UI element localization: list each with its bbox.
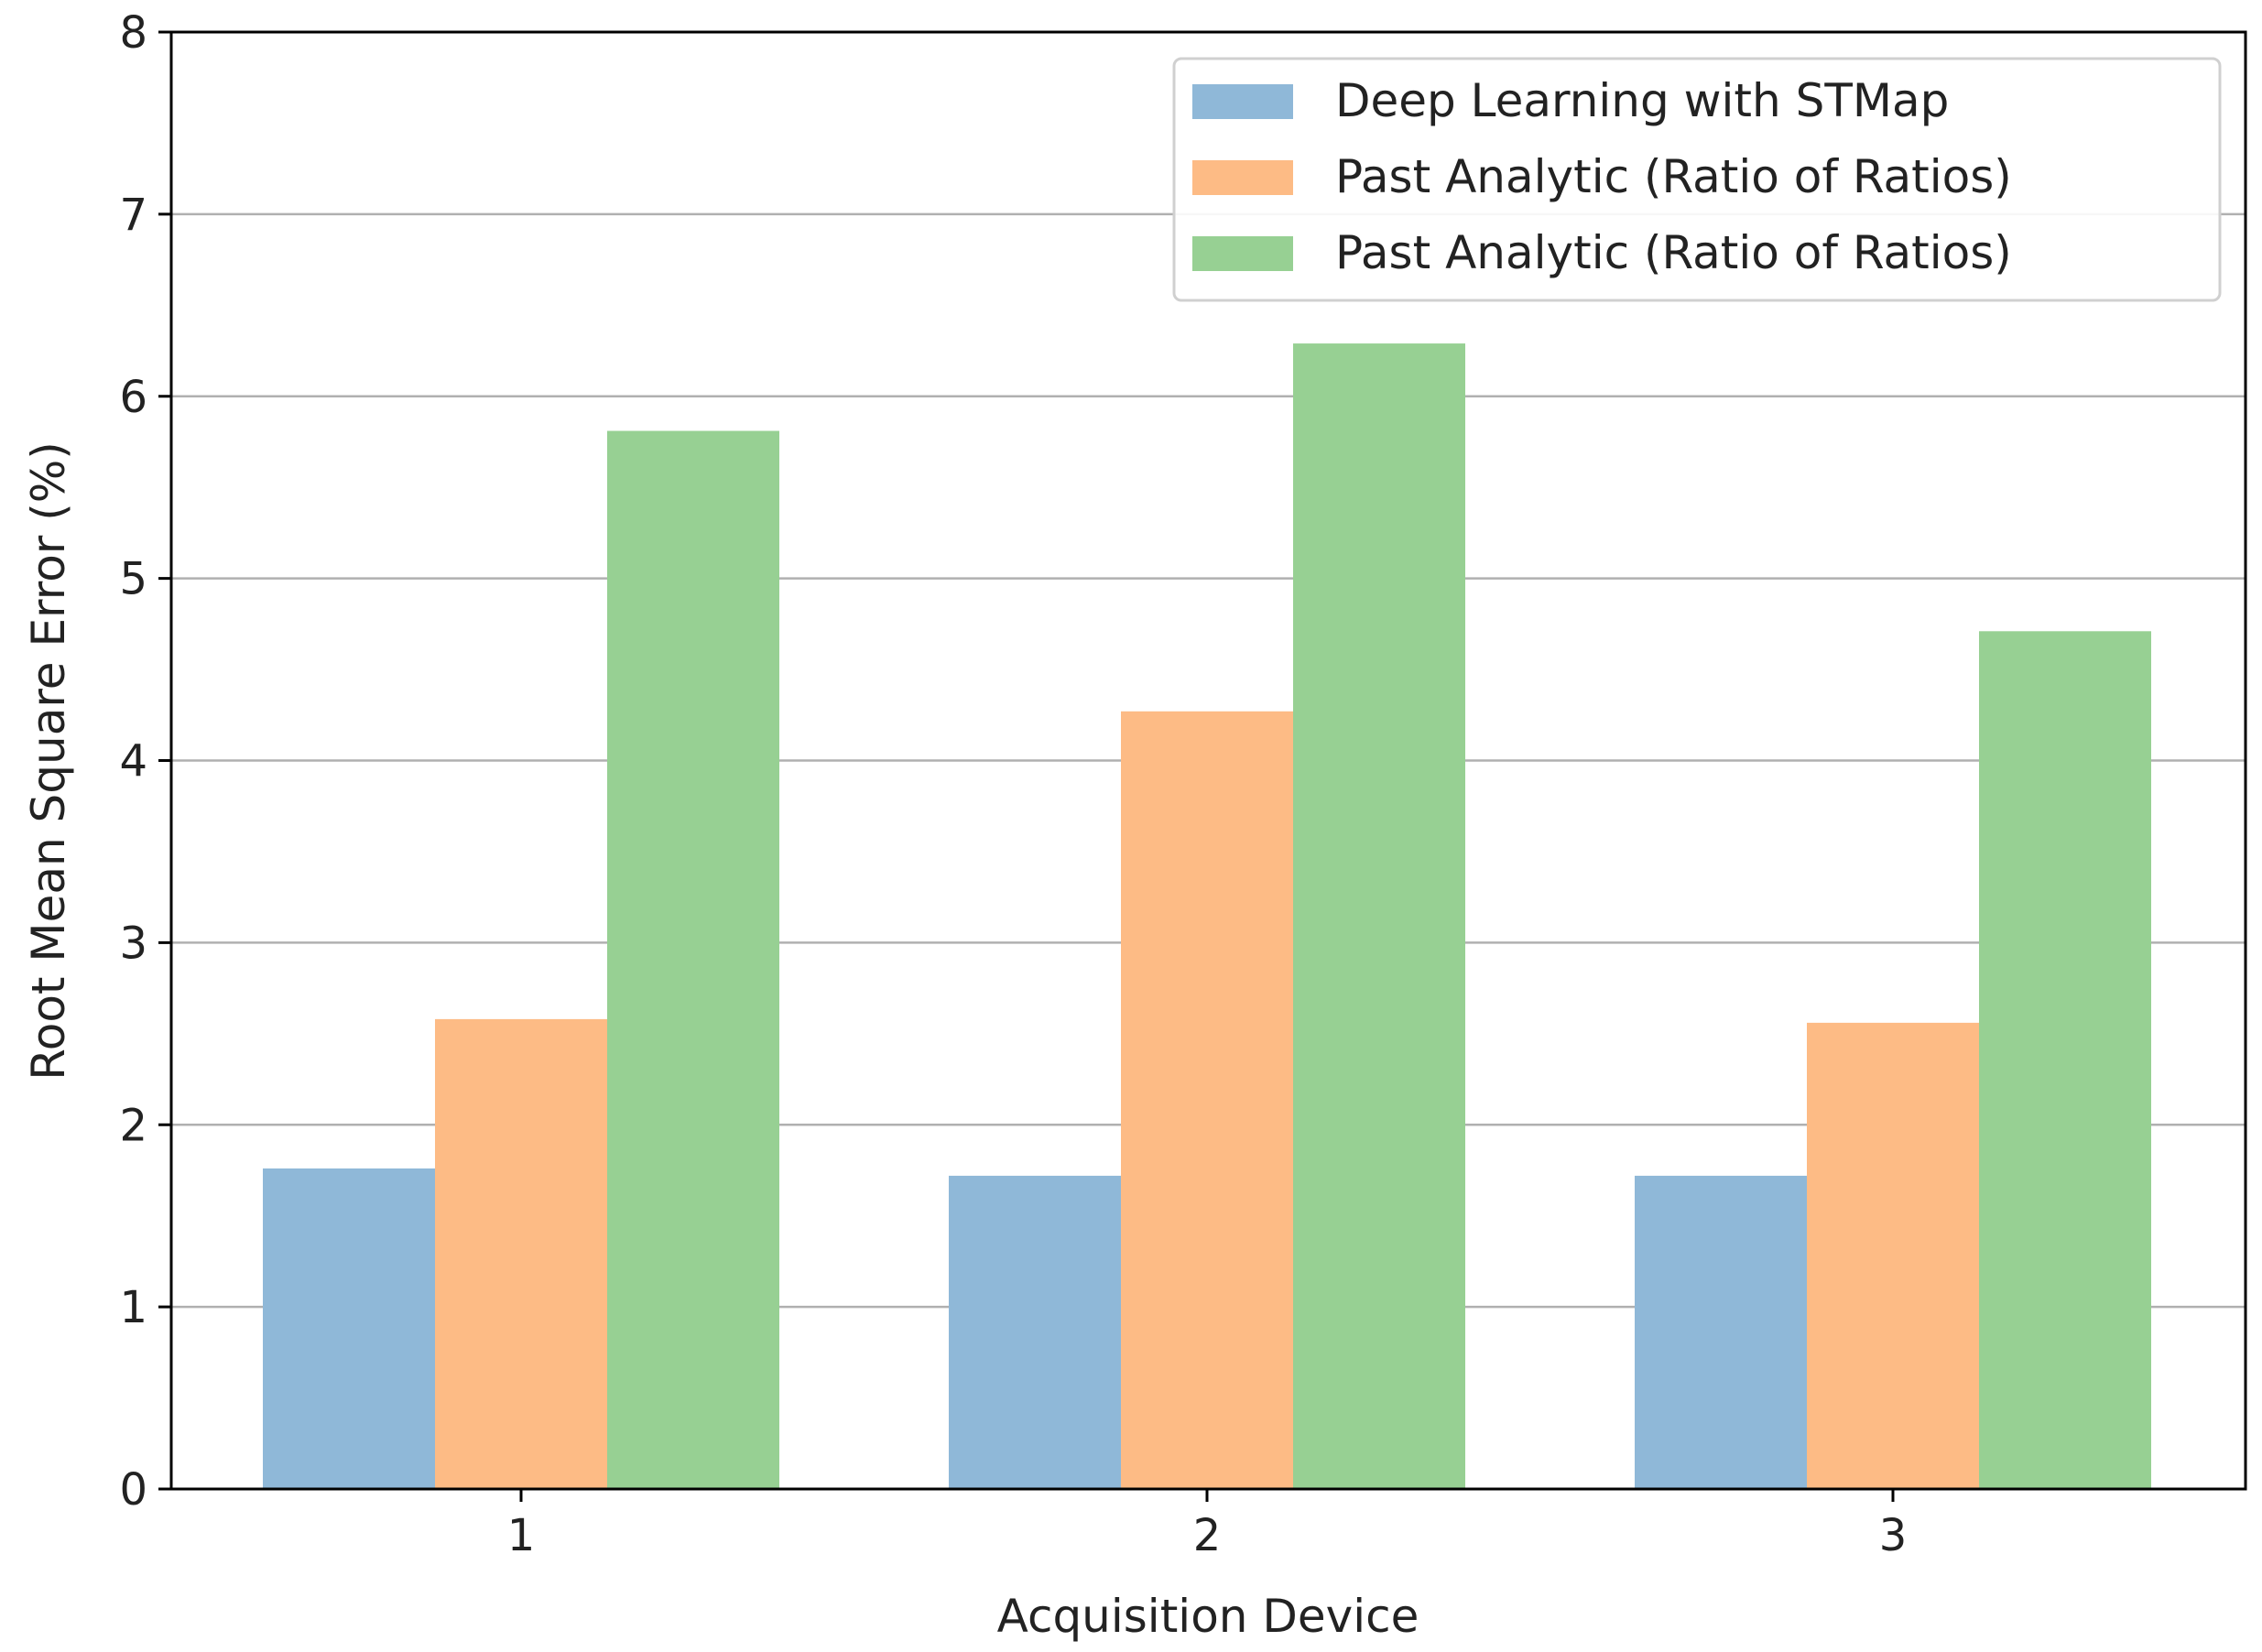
legend-label-2: Past Analytic (Ratio of Ratios) (1335, 150, 2012, 203)
bar-2-device-1 (435, 1018, 607, 1489)
x-tick-label-2: 2 (1193, 1510, 1222, 1561)
legend-swatch-2 (1192, 160, 1293, 195)
bar-1-device-1 (263, 1168, 435, 1489)
bar-2-device-3 (1807, 1022, 1979, 1489)
y-tick-label-2: 2 (119, 1100, 147, 1151)
legend-box (1172, 57, 2222, 302)
legend-swatch-1 (1192, 84, 1293, 119)
y-tick-label-8: 8 (119, 7, 147, 59)
y-tick-label-4: 4 (119, 736, 147, 788)
bar-3-device-3 (1979, 631, 2151, 1489)
y-tick-label-1: 1 (119, 1282, 147, 1333)
bars (263, 343, 2151, 1489)
y-tick-label-5: 5 (119, 554, 147, 605)
bar-3-device-1 (607, 430, 779, 1489)
bar-3-device-2 (1293, 343, 1465, 1489)
x-tick-label-1: 1 (507, 1510, 536, 1561)
x-tick-label-3: 3 (1879, 1510, 1908, 1561)
x-axis: 1 2 3 (507, 1489, 1908, 1561)
legend-label-3: Past Analytic (Ratio of Ratios) (1335, 226, 2012, 279)
bar-2-device-2 (1121, 711, 1293, 1489)
legend-label-1: Deep Learning with STMap (1335, 74, 1949, 127)
bar-1-device-3 (1635, 1175, 1807, 1489)
x-axis-label: Acquisition Device (997, 1590, 1419, 1643)
y-tick-label-3: 3 (119, 918, 147, 969)
y-tick-label-7: 7 (119, 190, 147, 241)
legend-swatch-3 (1192, 236, 1293, 271)
legend: Deep Learning with STMap Past Analytic (… (1172, 57, 2222, 302)
y-tick-label-6: 6 (119, 372, 147, 423)
y-axis-label: Root Mean Square Error (%) (22, 441, 75, 1081)
y-axis: 0 1 2 3 4 5 6 7 8 (119, 7, 171, 1516)
bar-1-device-2 (949, 1175, 1121, 1489)
y-tick-label-0: 0 (119, 1464, 147, 1516)
